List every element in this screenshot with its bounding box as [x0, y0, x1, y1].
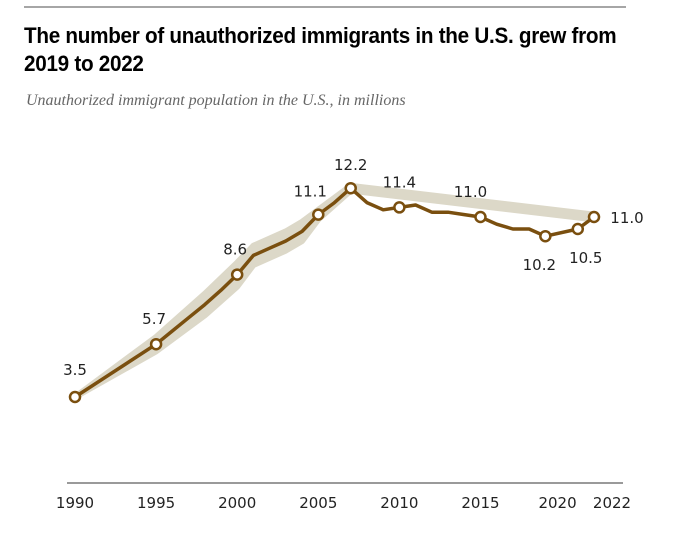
- data-label-2000: 8.6: [223, 241, 247, 259]
- top-rule: [24, 6, 626, 8]
- data-label-2019: 10.2: [523, 256, 556, 274]
- data-point-2007: [344, 181, 357, 195]
- data-label-2022: 11.0: [610, 209, 643, 227]
- data-point-2005: [312, 208, 325, 221]
- data-label-1995: 5.7: [142, 310, 166, 328]
- data-label-2015: 11.0: [454, 183, 487, 201]
- x-tick-1995: 1995: [137, 494, 175, 512]
- confidence-band-layer: [72, 182, 597, 400]
- data-label-2021: 10.5: [569, 249, 602, 267]
- data-point-2015: [474, 210, 487, 224]
- x-tick-2015: 2015: [461, 494, 499, 512]
- marker-layer: [68, 181, 601, 404]
- x-tick-1990: 1990: [56, 494, 94, 512]
- data-point-2022: [587, 210, 601, 224]
- data-point-2000: [230, 268, 244, 281]
- data-point-1995: [149, 337, 163, 351]
- x-tick-2000: 2000: [218, 494, 256, 512]
- series-line-layer: [73, 186, 596, 399]
- data-label-2007: 12.2: [334, 156, 367, 174]
- series-line: [73, 186, 596, 399]
- data-point-2021: [571, 222, 585, 236]
- data-label-1990: 3.5: [63, 361, 87, 379]
- data-point-2010: [393, 201, 406, 214]
- chart-title: The number of unauthorized immigrants in…: [24, 23, 617, 76]
- x-tick-labels: 1990 1995 2000 2005 2010 2015 2020 2022: [56, 494, 631, 512]
- x-tick-2022: 2022: [593, 494, 631, 512]
- x-tick-2020: 2020: [538, 494, 576, 512]
- confidence-band: [72, 182, 597, 400]
- data-point-1990: [68, 390, 82, 404]
- data-point-2019: [539, 229, 552, 243]
- data-label-2005: 11.1: [294, 183, 327, 201]
- data-label-2010: 11.4: [383, 173, 416, 191]
- data-label-layer: 3.5 5.7 8.6 11.1 12.2 11.4 11.0 10.2 10.5 11.0: [63, 156, 644, 379]
- x-tick-2005: 2005: [299, 494, 337, 512]
- x-tick-2010: 2010: [380, 494, 418, 512]
- chart-subtitle: Unauthorized immigrant population in the…: [26, 92, 406, 109]
